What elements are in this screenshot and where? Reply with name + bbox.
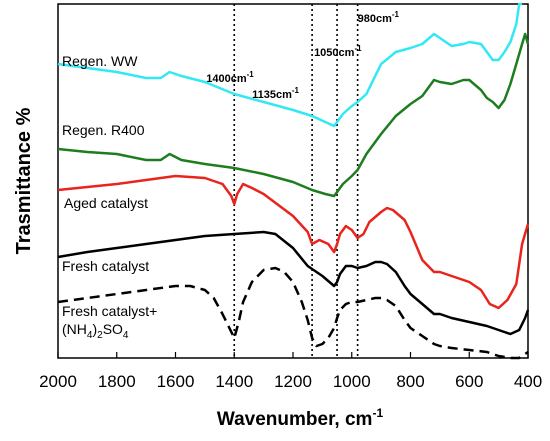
x-tick-label: 600 [455,372,483,391]
x-tick-label: 1200 [274,372,312,391]
series-label: Fresh catalyst+ [62,303,157,319]
x-axis-title: Wavenumber, cm-1 [217,406,384,430]
x-tick-label: 800 [396,372,424,391]
x-tick-label: 1000 [333,372,371,391]
x-axis-ticks: 2000 1800 1600 1400 1200 1000 800 600 400 [39,352,542,391]
series-label: Aged catalyst [64,195,148,211]
series-label: Fresh catalyst [62,258,149,274]
x-tick-label: 400 [514,372,542,391]
series-lines [57,2,530,360]
series-label-line2: (NH4)2SO4 [62,321,129,341]
reference-label: 980cm-1 [358,10,400,25]
y-axis-title: Trasmittance % [13,107,35,254]
reference-label: 1400cm-1 [206,70,254,85]
reference-label: 1050cm-1 [314,44,362,59]
series-line [57,2,523,128]
series-line [57,32,530,198]
series-label: Regen. R400 [62,122,145,138]
series-line [57,266,529,360]
series-label: Regen. WW [62,53,138,69]
x-tick-label: 2000 [39,372,77,391]
x-tick-label: 1600 [157,372,195,391]
series-labels: Regen. WW Regen. R400 Aged catalyst Fresh c… [62,53,157,341]
x-tick-label: 1400 [215,372,253,391]
series-line [57,174,530,310]
reference-label: 1135cm-1 [252,86,299,101]
series-line [57,230,530,336]
x-tick-label: 1800 [98,372,136,391]
